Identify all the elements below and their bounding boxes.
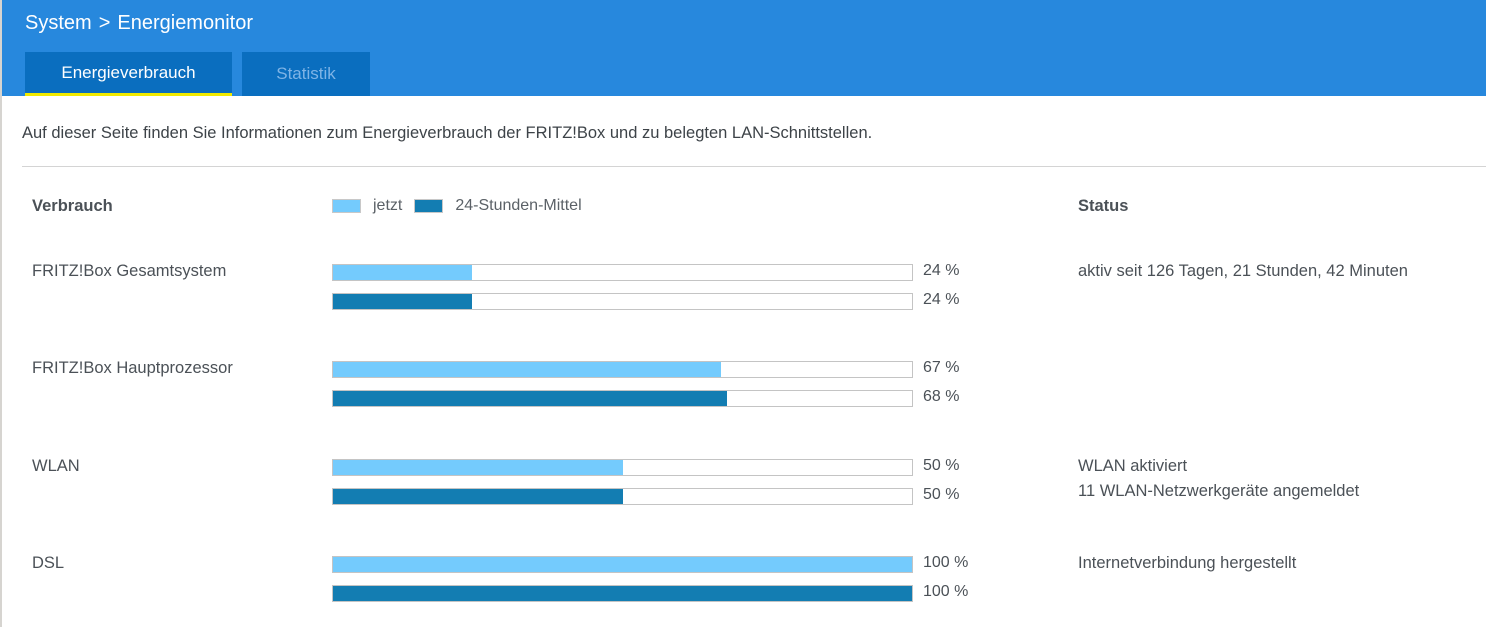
status-line: Internetverbindung hergestellt (1078, 554, 1297, 572)
divider (22, 166, 1486, 167)
column-header-status: Status (1078, 197, 1129, 215)
progress-fill-avg (333, 391, 727, 406)
row-label: DSL (32, 554, 65, 572)
progress-fill-avg (333, 294, 472, 309)
header: System > Energiemonitor Energieverbrauch… (2, 0, 1486, 96)
breadcrumb-system[interactable]: System (25, 12, 92, 34)
progress-fill-avg (333, 489, 623, 504)
progress-fill-now (333, 460, 623, 475)
row-label: FRITZ!Box Hauptprozessor (32, 359, 233, 377)
tab-statistik[interactable]: Statistik (242, 52, 370, 96)
progress-bar-avg (332, 293, 913, 310)
column-header-verbrauch: Verbrauch (32, 197, 113, 215)
breadcrumb-energiemonitor: Energiemonitor (117, 12, 253, 34)
progress-bar-now (332, 459, 913, 476)
legend-label-now: jetzt (373, 197, 403, 214)
status-line: aktiv seit 126 Tagen, 21 Stunden, 42 Min… (1078, 262, 1408, 280)
percent-value-avg: 68 % (923, 388, 960, 405)
percent-value-now: 50 % (923, 457, 960, 474)
left-edge (0, 0, 2, 627)
legend-label-avg: 24-Stunden-Mittel (455, 197, 582, 214)
progress-bar-now (332, 264, 913, 281)
row-label: WLAN (32, 457, 80, 475)
progress-fill-avg (333, 586, 912, 601)
progress-bar-avg (332, 390, 913, 407)
percent-value-avg: 50 % (923, 486, 960, 503)
percent-value-avg: 100 % (923, 583, 969, 600)
percent-value-avg: 24 % (923, 291, 960, 308)
progress-fill-now (333, 362, 721, 377)
progress-bar-now (332, 556, 913, 573)
status-text: WLAN aktiviert 11 WLAN-Netzwerkgeräte ang… (1078, 454, 1359, 504)
status-line: WLAN aktiviert (1078, 457, 1188, 475)
legend-swatch-avg (414, 199, 444, 213)
percent-value-now: 24 % (923, 262, 960, 279)
tab-bar: Energieverbrauch Statistik (25, 52, 370, 96)
tab-energieverbrauch[interactable]: Energieverbrauch (25, 52, 232, 96)
progress-bar-avg (332, 585, 913, 602)
intro-text: Auf dieser Seite finden Sie Informatione… (22, 124, 873, 142)
status-line: 11 WLAN-Netzwerkgeräte angemeldet (1078, 482, 1360, 500)
status-text: aktiv seit 126 Tagen, 21 Stunden, 42 Min… (1078, 259, 1408, 284)
legend: jetzt 24-Stunden-Mittel (332, 197, 594, 215)
row-label: FRITZ!Box Gesamtsystem (32, 262, 227, 280)
chevron-right-icon: > (98, 12, 111, 34)
percent-value-now: 67 % (923, 359, 960, 376)
progress-bar-now (332, 361, 913, 378)
progress-bar-avg (332, 488, 913, 505)
status-text: Internetverbindung hergestellt (1078, 551, 1296, 576)
progress-fill-now (333, 557, 912, 572)
progress-fill-now (333, 265, 472, 280)
legend-swatch-now (332, 199, 361, 213)
percent-value-now: 100 % (923, 554, 969, 571)
breadcrumb: System > Energiemonitor (25, 12, 253, 35)
